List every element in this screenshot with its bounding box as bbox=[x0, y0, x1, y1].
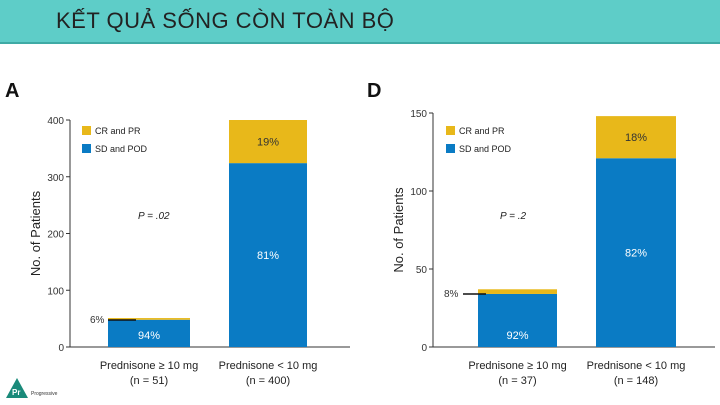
y-tick-label: 400 bbox=[47, 116, 64, 127]
title-banner: KẾT QUẢ SỐNG CÒN TOÀN BỘ bbox=[0, 0, 720, 44]
legend-label: SD and POD bbox=[95, 144, 148, 154]
legend-swatch bbox=[82, 144, 91, 153]
x-category-label: Prednisone < 10 mg bbox=[587, 360, 686, 372]
x-category-label: Prednisone ≥ 10 mg bbox=[100, 360, 198, 372]
logo-mark: Pr bbox=[12, 388, 20, 397]
x-category-n: (n = 400) bbox=[246, 375, 290, 387]
bar-cr-pr bbox=[108, 318, 190, 320]
data-label-sd-pod: 81% bbox=[257, 250, 279, 262]
y-tick-label: 100 bbox=[47, 286, 64, 297]
logo-wordmark: Progressive bbox=[31, 391, 58, 397]
x-category-label: Prednisone < 10 mg bbox=[219, 360, 318, 372]
data-label-sd-pod: 92% bbox=[506, 330, 528, 342]
legend-swatch bbox=[82, 126, 91, 135]
data-label-cr-pr: 18% bbox=[625, 132, 647, 144]
data-label-sd-pod: 94% bbox=[138, 330, 160, 342]
page-title: KẾT QUẢ SỐNG CÒN TOÀN BỘ bbox=[56, 8, 395, 33]
legend-label: CR and PR bbox=[459, 126, 505, 136]
y-tick-label: 300 bbox=[47, 173, 64, 184]
p-value: P = .2 bbox=[500, 211, 526, 222]
p-value: P = .02 bbox=[138, 211, 170, 222]
panel-letter-d: D bbox=[367, 80, 382, 102]
x-category-n: (n = 148) bbox=[614, 375, 658, 387]
bar-cr-pr bbox=[478, 289, 557, 294]
data-label-sd-pod: 82% bbox=[625, 248, 647, 260]
data-label-cr-pr: 8% bbox=[444, 289, 459, 300]
legend-swatch bbox=[446, 126, 455, 135]
legend-label: SD and POD bbox=[459, 144, 512, 154]
bar-sd-pod bbox=[596, 158, 676, 347]
y-tick-label: 150 bbox=[410, 109, 427, 120]
y-tick-label: 0 bbox=[421, 343, 427, 354]
bar-cr-pr bbox=[596, 116, 676, 159]
legend-swatch bbox=[446, 144, 455, 153]
y-tick-label: 100 bbox=[410, 187, 427, 198]
x-category-n: (n = 51) bbox=[130, 375, 168, 387]
bar-sd-pod bbox=[478, 293, 557, 347]
logo-icon: Pr Progressive bbox=[6, 378, 58, 398]
panel-letter-a: A bbox=[5, 80, 20, 102]
legend-label: CR and PR bbox=[95, 126, 141, 136]
y-tick-label: 200 bbox=[47, 230, 64, 241]
publisher-logo: Pr Progressive bbox=[4, 376, 66, 400]
data-label-cr-pr: 19% bbox=[257, 137, 279, 149]
bar-sd-pod bbox=[229, 163, 307, 347]
bar-sd-pod bbox=[108, 319, 190, 347]
y-axis-label: No. of Patients bbox=[28, 190, 43, 276]
bar-cr-pr bbox=[229, 120, 307, 164]
y-axis-label: No. of Patients bbox=[391, 187, 406, 273]
x-category-label: Prednisone ≥ 10 mg bbox=[468, 360, 566, 372]
x-category-n: (n = 37) bbox=[498, 375, 536, 387]
y-tick-label: 50 bbox=[416, 265, 428, 276]
y-tick-label: 0 bbox=[58, 343, 64, 354]
data-label-cr-pr: 6% bbox=[90, 315, 105, 326]
